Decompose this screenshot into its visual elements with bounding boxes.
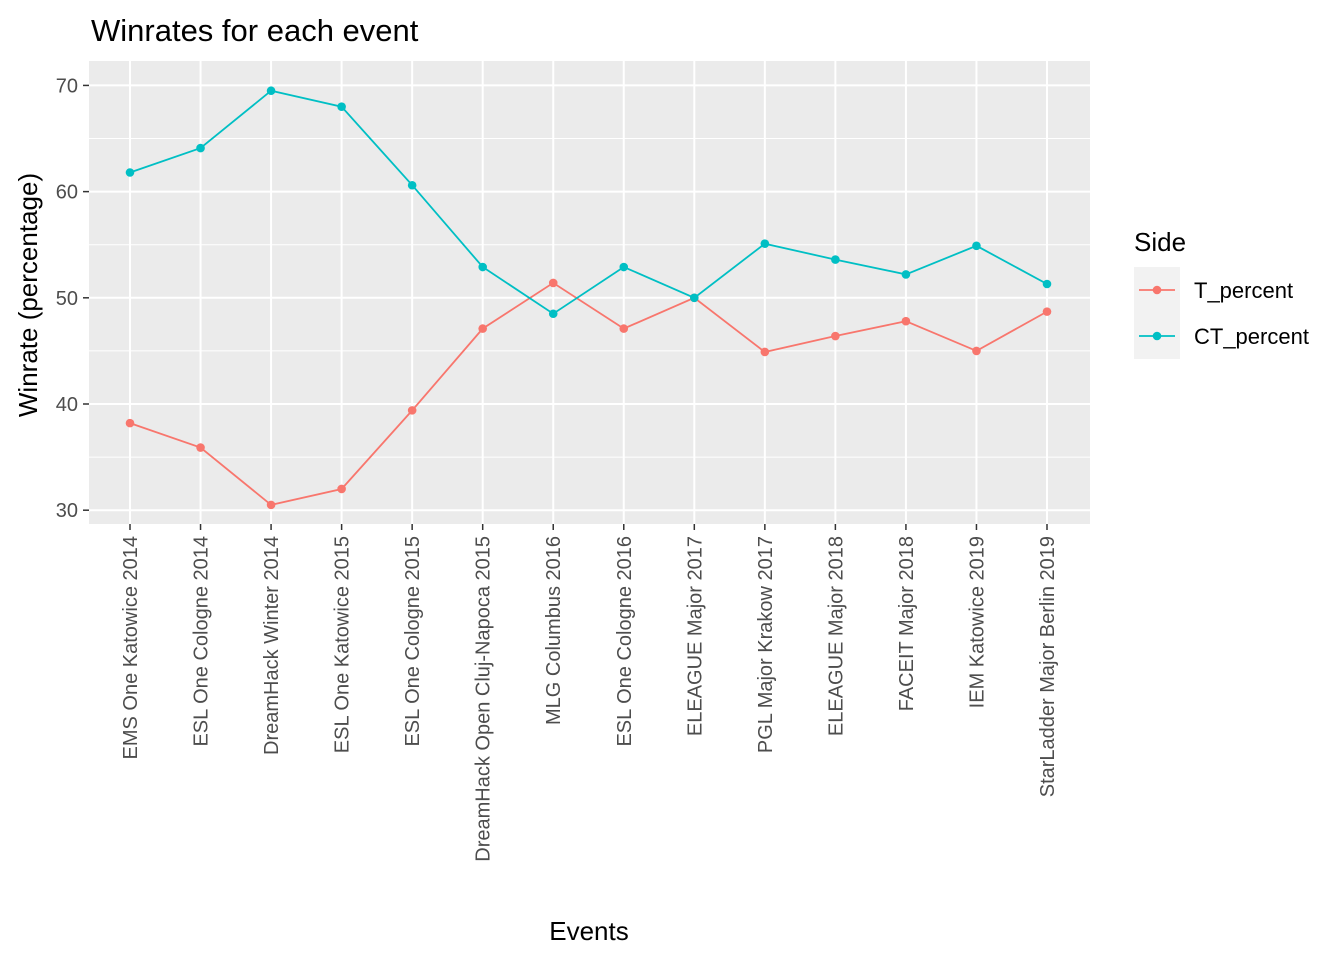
x-tick-label: ESL One Cologne 2015 [402,536,424,747]
data-point-CT_percent [901,270,911,279]
x-tick-label: MLG Columbus 2016 [543,536,565,725]
x-tick-label: DreamHack Open Cluj-Napoca 2015 [473,536,495,862]
data-point-CT_percent [407,180,417,190]
legend-key-point [1152,331,1162,341]
data-point-T_percent [407,406,417,415]
chart-title: Winrates for each event [91,13,419,48]
x-tick-label: StarLadder Major Berlin 2019 [1037,536,1059,797]
data-point-T_percent [266,500,276,510]
y-axis: 30 40 50 60 70 [56,75,89,522]
x-axis: EMS One Katowice 2014 ESL One Cologne 201… [120,524,1059,862]
grid [89,61,1090,524]
legend: Side T_percent CT_percent [1134,227,1309,359]
data-point-CT_percent [125,168,135,177]
x-tick-label: EMS One Katowice 2014 [120,536,142,759]
y-tick-label: 70 [56,75,78,97]
y-tick-label: 40 [56,394,78,416]
data-point-T_percent [478,324,487,333]
data-point-T_percent [972,346,981,356]
data-point-T_percent [831,331,840,341]
data-point-CT_percent [478,262,487,272]
x-tick-label: IEM Katowice 2019 [966,536,988,708]
legend-title: Side [1134,227,1186,257]
data-point-T_percent [1042,307,1052,316]
data-point-T_percent [901,316,911,326]
data-point-CT_percent [196,143,205,153]
data-point-CT_percent [690,293,699,303]
x-tick-label: ESL One Cologne 2014 [191,536,213,747]
data-point-T_percent [548,278,558,288]
y-tick-label: 50 [56,288,78,310]
x-tick-label: ESL One Katowice 2015 [332,536,354,753]
series-line-CT_percent [129,89,1048,315]
legend-label: T_percent [1194,278,1293,303]
data-point-CT_percent [266,86,276,96]
plot-panel [89,61,1090,524]
data-point-CT_percent [831,255,840,264]
data-point-T_percent [760,347,770,357]
data-point-T_percent [196,443,205,452]
x-tick-label: ELEAGUE Major 2018 [825,536,847,736]
series-layer [125,86,1052,510]
x-tick-label: FACEIT Major 2018 [896,536,918,711]
data-point-CT_percent [619,262,629,272]
y-tick-label: 30 [56,500,78,522]
data-point-CT_percent [1042,279,1052,289]
x-tick-label: ELEAGUE Major 2017 [684,536,706,736]
x-tick-label: DreamHack Winter 2014 [261,536,283,755]
y-axis-title: Winrate (percentage) [13,173,43,417]
legend-label: CT_percent [1194,324,1309,349]
x-axis-title: Events [549,916,629,946]
data-point-CT_percent [548,309,558,319]
legend-key-point [1152,285,1162,295]
data-point-T_percent [619,324,629,333]
x-tick-label: ESL One Cologne 2016 [614,536,636,747]
data-point-CT_percent [337,102,346,111]
data-point-T_percent [337,484,346,494]
data-point-T_percent [125,418,135,428]
y-tick-label: 60 [56,182,78,204]
data-point-CT_percent [760,239,770,248]
data-point-CT_percent [972,241,981,251]
series-line-T_percent [129,281,1048,506]
x-tick-label: PGL Major Krakow 2017 [755,536,777,753]
